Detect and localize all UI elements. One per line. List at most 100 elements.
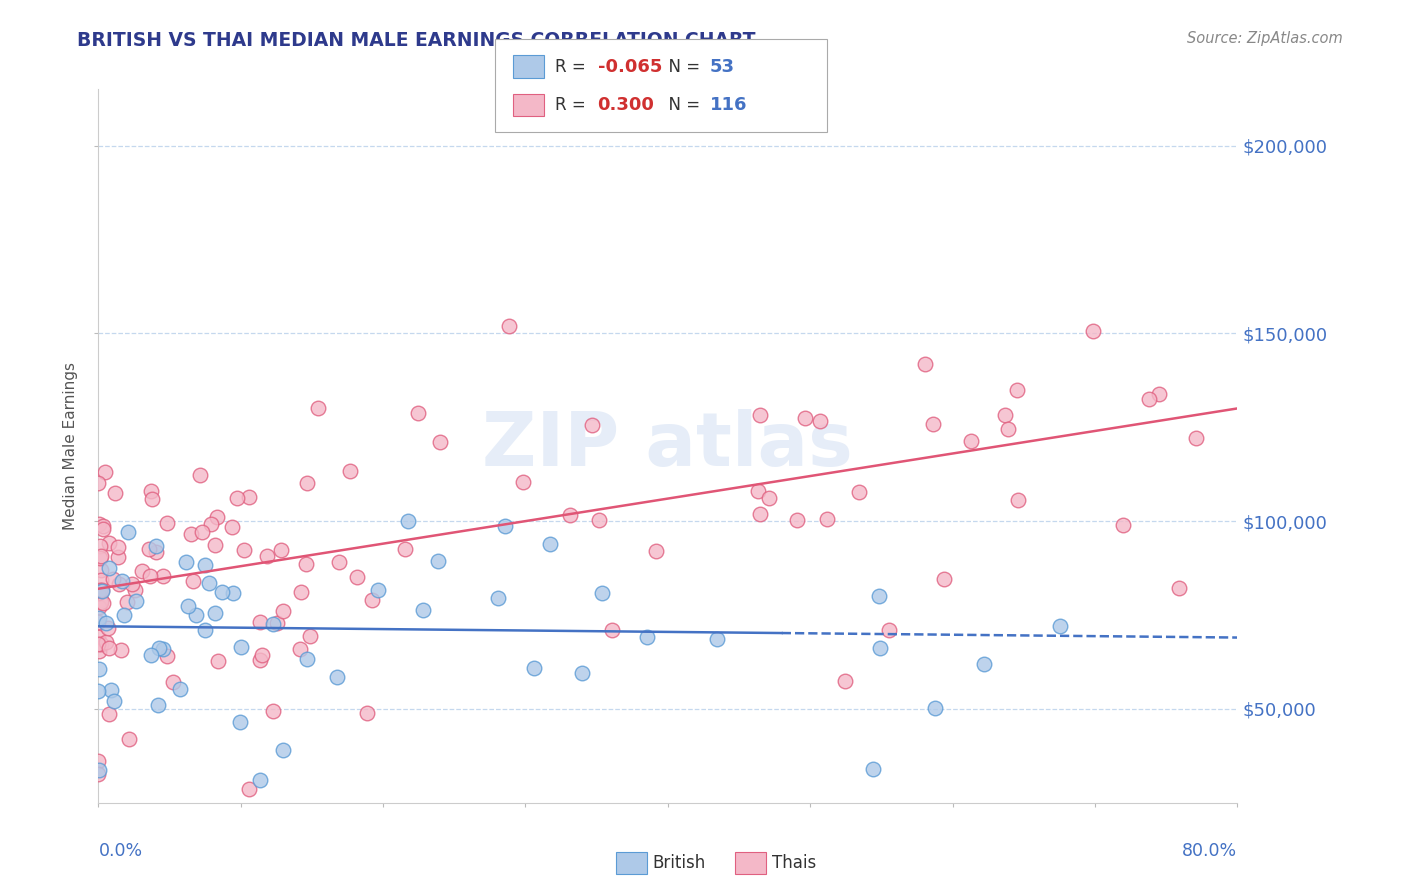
Point	[87, 763, 110, 777]
Point	[103, 694, 125, 708]
Point	[162, 674, 184, 689]
Point	[262, 704, 284, 718]
Point	[205, 509, 228, 524]
Point	[156, 516, 179, 531]
Point	[97, 536, 120, 550]
Point	[498, 318, 520, 333]
Point	[523, 661, 546, 675]
Point	[198, 575, 221, 590]
Point	[87, 516, 110, 531]
Point	[394, 541, 416, 556]
Point	[1185, 430, 1208, 444]
Point	[294, 557, 316, 571]
Point	[426, 553, 449, 567]
Point	[486, 591, 509, 606]
Point	[238, 490, 260, 504]
Point	[89, 551, 111, 566]
Point	[290, 584, 312, 599]
Point	[152, 569, 174, 583]
Point	[207, 654, 229, 668]
Point	[107, 549, 129, 564]
Point	[90, 592, 112, 607]
Text: British: British	[652, 855, 706, 872]
Point	[271, 743, 294, 757]
Text: 53: 53	[710, 58, 735, 76]
Point	[87, 611, 110, 625]
Point	[110, 643, 132, 657]
Point	[139, 648, 162, 663]
Point	[183, 574, 205, 589]
Point	[221, 520, 243, 534]
Text: -0.065: -0.065	[598, 58, 662, 76]
Point	[204, 606, 226, 620]
Point	[87, 586, 110, 600]
Point	[141, 483, 163, 498]
Point	[89, 540, 111, 554]
Point	[588, 513, 610, 527]
Point	[256, 549, 278, 564]
Point	[1149, 386, 1171, 401]
Point	[87, 767, 110, 781]
Text: 116: 116	[710, 96, 748, 114]
Point	[107, 576, 129, 591]
Point	[758, 491, 780, 506]
Point	[1049, 619, 1071, 633]
Point	[148, 698, 170, 712]
Point	[1081, 324, 1104, 338]
Point	[973, 657, 995, 671]
Point	[87, 662, 110, 676]
Point	[204, 538, 226, 552]
Point	[786, 512, 808, 526]
Point	[232, 542, 254, 557]
Point	[869, 641, 891, 656]
Point	[117, 595, 139, 609]
Point	[558, 508, 581, 522]
Point	[117, 525, 139, 540]
Point	[98, 641, 121, 656]
Point	[91, 519, 114, 533]
Point	[94, 635, 117, 649]
Point	[914, 357, 936, 371]
Point	[190, 467, 212, 482]
Text: R =: R =	[555, 58, 592, 76]
Point	[249, 615, 271, 629]
Point	[270, 542, 292, 557]
Point	[125, 594, 148, 608]
Point	[180, 526, 202, 541]
Point	[200, 517, 222, 532]
Point	[87, 754, 110, 768]
Point	[748, 508, 770, 522]
Point	[749, 409, 772, 423]
Point	[145, 544, 167, 558]
Point	[346, 570, 368, 584]
Point	[538, 537, 561, 551]
Point	[249, 653, 271, 667]
Point	[211, 585, 233, 599]
Point	[87, 599, 110, 614]
Point	[156, 649, 179, 664]
Point	[87, 476, 110, 491]
Point	[494, 519, 516, 533]
Point	[112, 608, 135, 623]
Point	[581, 418, 603, 433]
Point	[262, 617, 284, 632]
Point	[922, 417, 945, 431]
Point	[152, 642, 174, 657]
Point	[600, 623, 623, 637]
Point	[326, 670, 349, 684]
Point	[193, 623, 215, 637]
Point	[637, 630, 659, 644]
Point	[87, 644, 110, 658]
Point	[834, 673, 856, 688]
Point	[118, 731, 141, 746]
Point	[299, 629, 322, 643]
Text: 80.0%: 80.0%	[1182, 842, 1237, 860]
Point	[848, 484, 870, 499]
Point	[808, 414, 831, 428]
Point	[1168, 582, 1191, 596]
Point	[994, 408, 1017, 422]
Point	[221, 586, 243, 600]
Point	[177, 599, 200, 613]
Point	[591, 585, 613, 599]
Point	[1007, 493, 1029, 508]
